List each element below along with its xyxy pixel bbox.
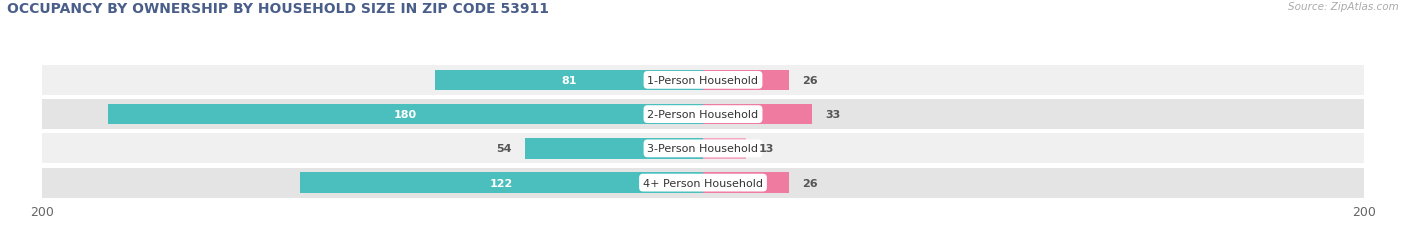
Bar: [42, 100, 1364, 130]
Bar: [436, 70, 703, 91]
Bar: [108, 104, 703, 125]
Bar: [703, 173, 789, 193]
Text: 180: 180: [394, 110, 418, 120]
Text: 26: 26: [801, 178, 818, 188]
Text: 26: 26: [801, 76, 818, 85]
Text: 81: 81: [561, 76, 576, 85]
Text: 1-Person Household: 1-Person Household: [648, 76, 758, 85]
Bar: [42, 134, 1364, 164]
Bar: [42, 168, 1364, 198]
Bar: [703, 139, 747, 159]
Text: Source: ZipAtlas.com: Source: ZipAtlas.com: [1288, 2, 1399, 12]
Text: 13: 13: [759, 144, 775, 154]
Text: 2-Person Household: 2-Person Household: [647, 110, 759, 120]
Text: 3-Person Household: 3-Person Household: [648, 144, 758, 154]
Text: 54: 54: [496, 144, 512, 154]
Bar: [703, 70, 789, 91]
Bar: [703, 104, 813, 125]
Text: 33: 33: [825, 110, 841, 120]
Bar: [524, 139, 703, 159]
Text: 4+ Person Household: 4+ Person Household: [643, 178, 763, 188]
Bar: [42, 66, 1364, 96]
Text: OCCUPANCY BY OWNERSHIP BY HOUSEHOLD SIZE IN ZIP CODE 53911: OCCUPANCY BY OWNERSHIP BY HOUSEHOLD SIZE…: [7, 2, 548, 16]
Text: 122: 122: [489, 178, 513, 188]
Bar: [299, 173, 703, 193]
